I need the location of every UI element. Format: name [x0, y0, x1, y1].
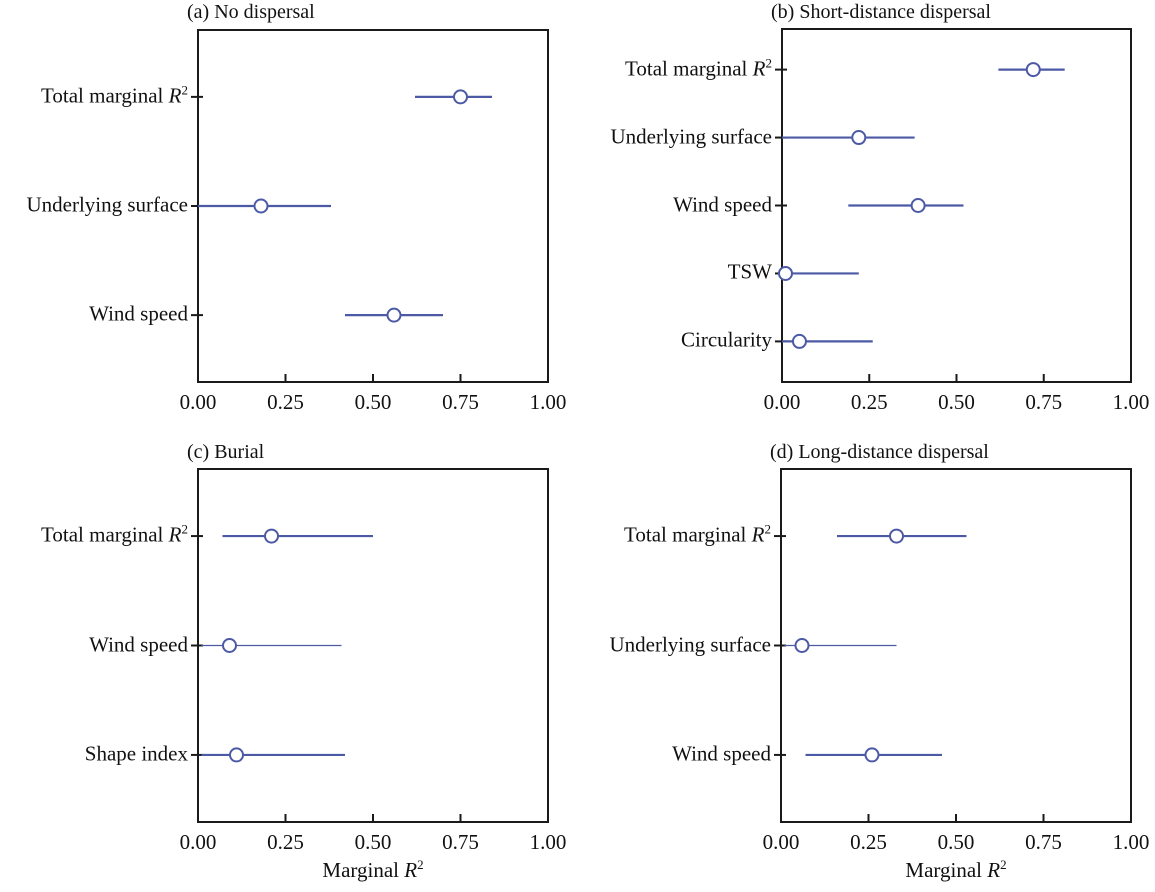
panel-d-title: (d) Long-distance dispersal — [770, 441, 989, 463]
x-tick-label-d-1: 0.25 — [850, 830, 887, 854]
x-axis-title-c: Marginal R2 — [322, 857, 424, 882]
point-marker-c-0 — [264, 528, 279, 544]
category-label-d-2: Wind speed — [672, 741, 771, 766]
x-tick-label-b-2: 0.50 — [938, 390, 975, 414]
x-tick-label-c-2: 0.50 — [354, 830, 392, 854]
category-label-b-0: Total marginal R2 — [625, 55, 772, 81]
x-tick-label-d-2: 0.50 — [937, 830, 975, 854]
point-marker-b-2 — [910, 198, 926, 213]
point-marker-b-4 — [791, 333, 807, 349]
panel-b-plot — [775, 28, 1132, 383]
point-marker-d-0 — [889, 528, 904, 544]
panel-b-title: (b) Short-distance dispersal — [771, 1, 991, 23]
point-marker-b-3 — [777, 265, 793, 281]
x-tick-label-b-3: 0.75 — [1025, 390, 1063, 414]
x-tick-label-a-2: 0.50 — [354, 390, 392, 414]
category-label-a-0: Total marginal R2 — [41, 82, 188, 108]
category-label-b-1: Underlying surface — [610, 124, 772, 149]
panel-a-plot — [191, 29, 549, 383]
panel-d-plot — [774, 468, 1132, 823]
category-label-c-0: Total marginal R2 — [41, 521, 188, 547]
point-marker-c-1 — [222, 638, 237, 653]
point-marker-a-0 — [453, 89, 468, 105]
point-marker-c-2 — [229, 747, 244, 763]
panel-c-plot — [191, 468, 549, 823]
x-tick-label-b-1: 0.25 — [850, 390, 888, 414]
panel-c-title: (c) Burial — [187, 441, 265, 463]
x-tick-label-c-3: 0.75 — [442, 830, 479, 854]
point-marker-d-1 — [794, 638, 810, 653]
x-tick-label-c-4: 1.00 — [529, 830, 567, 854]
category-label-c-2: Shape index — [84, 741, 188, 766]
category-label-b-3: TSW — [727, 259, 772, 284]
category-label-b-4: Circularity — [681, 327, 772, 352]
category-label-a-2: Wind speed — [89, 301, 188, 326]
point-marker-a-2 — [386, 307, 402, 323]
category-label-d-1: Underlying surface — [609, 632, 771, 656]
point-marker-b-1 — [851, 130, 867, 146]
point-marker-b-0 — [1025, 62, 1041, 78]
x-axis-title-d: Marginal R2 — [905, 857, 1007, 882]
x-tick-label-d-4: 1.00 — [1112, 830, 1150, 854]
x-tick-label-c-1: 0.25 — [267, 830, 304, 854]
panel-a-title: (a) No dispersal — [187, 1, 315, 23]
category-label-c-1: Wind speed — [89, 632, 188, 656]
point-marker-a-1 — [253, 198, 269, 214]
category-label-d-0: Total marginal R2 — [624, 521, 771, 547]
x-tick-label-a-3: 0.75 — [442, 390, 479, 414]
category-label-a-1: Underlying surface — [26, 192, 188, 217]
x-tick-label-b-4: 1.00 — [1112, 390, 1150, 414]
x-tick-label-b-0: 0.00 — [763, 390, 801, 414]
x-tick-label-d-0: 0.00 — [762, 830, 800, 854]
x-tick-label-c-0: 0.00 — [179, 830, 217, 854]
x-tick-label-a-1: 0.25 — [267, 390, 304, 414]
x-tick-label-a-0: 0.00 — [179, 390, 217, 414]
x-tick-label-a-4: 1.00 — [529, 390, 567, 414]
x-tick-label-d-3: 0.75 — [1025, 830, 1062, 854]
category-label-b-2: Wind speed — [673, 192, 772, 216]
point-marker-d-2 — [864, 747, 880, 763]
